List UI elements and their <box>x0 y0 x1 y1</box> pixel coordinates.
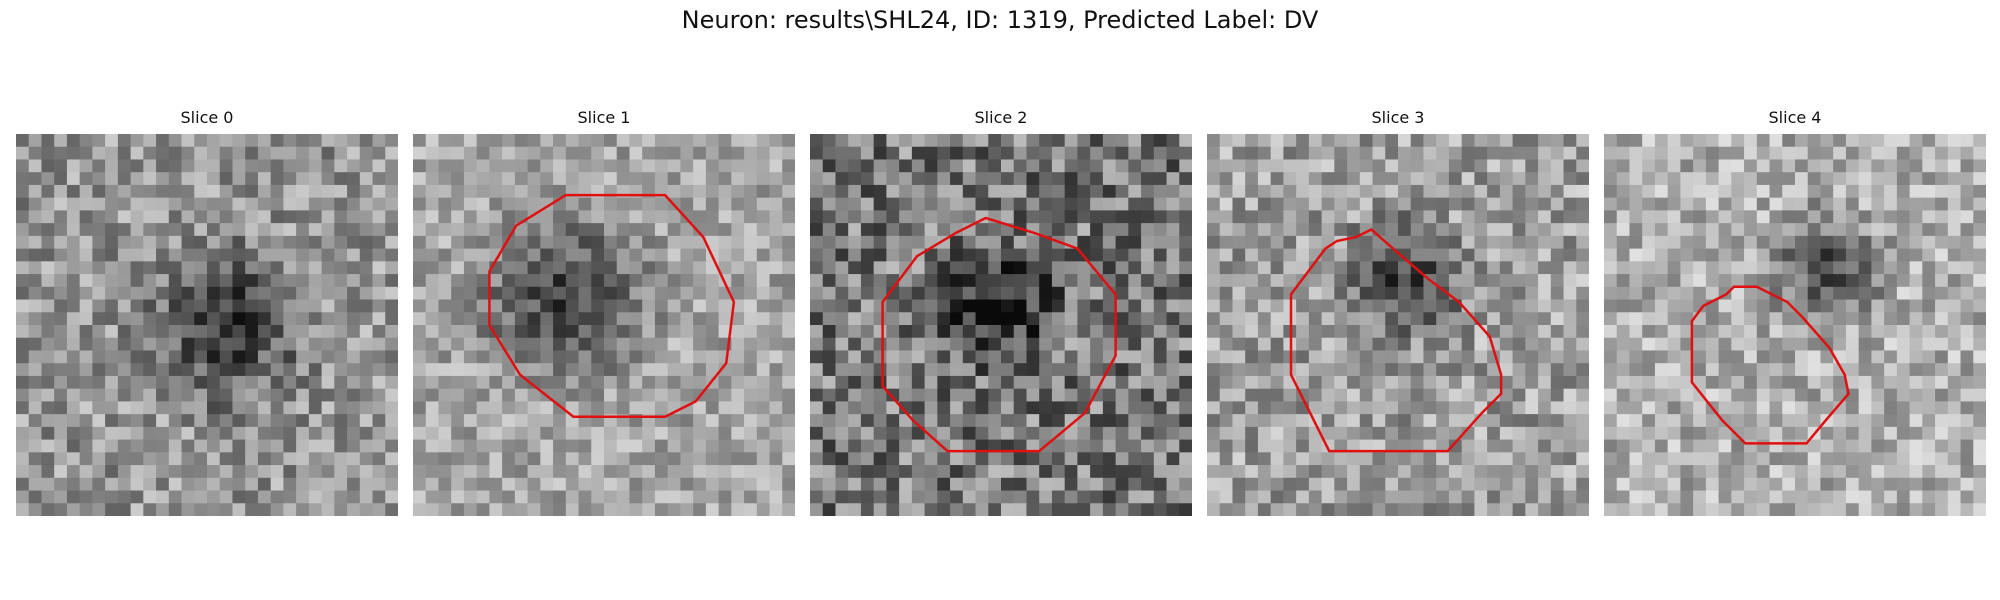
slice-panel-4: Slice 4 <box>1604 106 1986 516</box>
slice-panel-3: Slice 3 <box>1207 106 1589 516</box>
slice-image <box>810 134 1192 516</box>
roi-contour <box>1289 228 1503 453</box>
slice-image <box>1604 134 1986 516</box>
slice-title: Slice 2 <box>974 108 1028 127</box>
slice-title: Slice 3 <box>1371 108 1425 127</box>
roi-contour <box>488 193 736 418</box>
slice-title: Slice 0 <box>180 108 234 127</box>
roi-contour <box>1690 285 1850 445</box>
slice-image <box>1207 134 1589 516</box>
slice-panel-2: Slice 2 <box>810 106 1192 516</box>
figure-title: Neuron: results\SHL24, ID: 1319, Predict… <box>681 6 1319 34</box>
slice-panel-1: Slice 1 <box>413 106 795 516</box>
slice-title: Slice 1 <box>577 108 631 127</box>
slice-panel-0: Slice 0 <box>16 106 398 516</box>
slice-image <box>413 134 795 516</box>
slice-image <box>16 134 398 516</box>
slice-title: Slice 4 <box>1768 108 1822 127</box>
roi-contour <box>881 216 1117 453</box>
